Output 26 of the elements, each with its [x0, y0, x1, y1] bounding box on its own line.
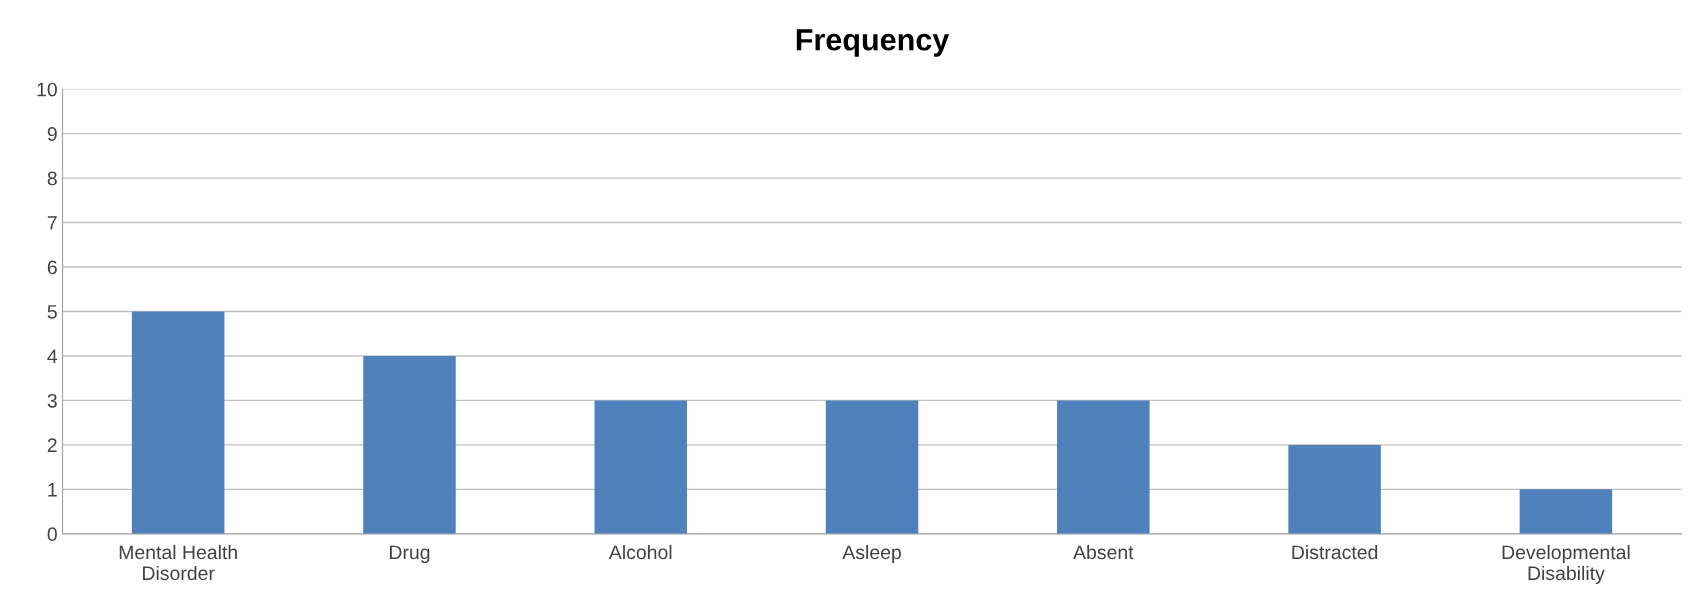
- y-tick-label: 0: [47, 527, 57, 542]
- x-tick-label: Asleep: [842, 544, 901, 564]
- y-tick-label: 6: [47, 260, 57, 275]
- bar: [1288, 444, 1381, 534]
- y-tick-label: 1: [48, 483, 57, 497]
- bar: [1519, 489, 1613, 534]
- y-tick-label: 5: [47, 305, 57, 319]
- bar: [363, 355, 456, 534]
- x-tick-label: Mental Health Disorder: [119, 544, 237, 581]
- x-tick-label: Distracted: [1292, 544, 1378, 560]
- x-tick-label: Developmental Disability: [1502, 544, 1630, 584]
- x-tick-label: Alcohol: [608, 544, 672, 560]
- x-tick-label: Drug: [389, 545, 430, 564]
- y-tick-label: 3: [47, 393, 57, 408]
- x-tick-label: Absent: [1073, 544, 1134, 560]
- bar: [825, 400, 919, 534]
- y-tick-label: 2: [47, 438, 57, 452]
- bar: [1057, 400, 1150, 534]
- y-tick-label: 9: [47, 127, 57, 141]
- y-tick-label: 8: [47, 171, 57, 186]
- bar: [131, 311, 225, 534]
- chart-title: Frequency: [796, 29, 950, 57]
- y-tick-label: 10: [37, 82, 57, 97]
- bar: [594, 400, 688, 534]
- y-tick-label: 4: [47, 349, 58, 364]
- y-tick-label: 7: [47, 216, 57, 230]
